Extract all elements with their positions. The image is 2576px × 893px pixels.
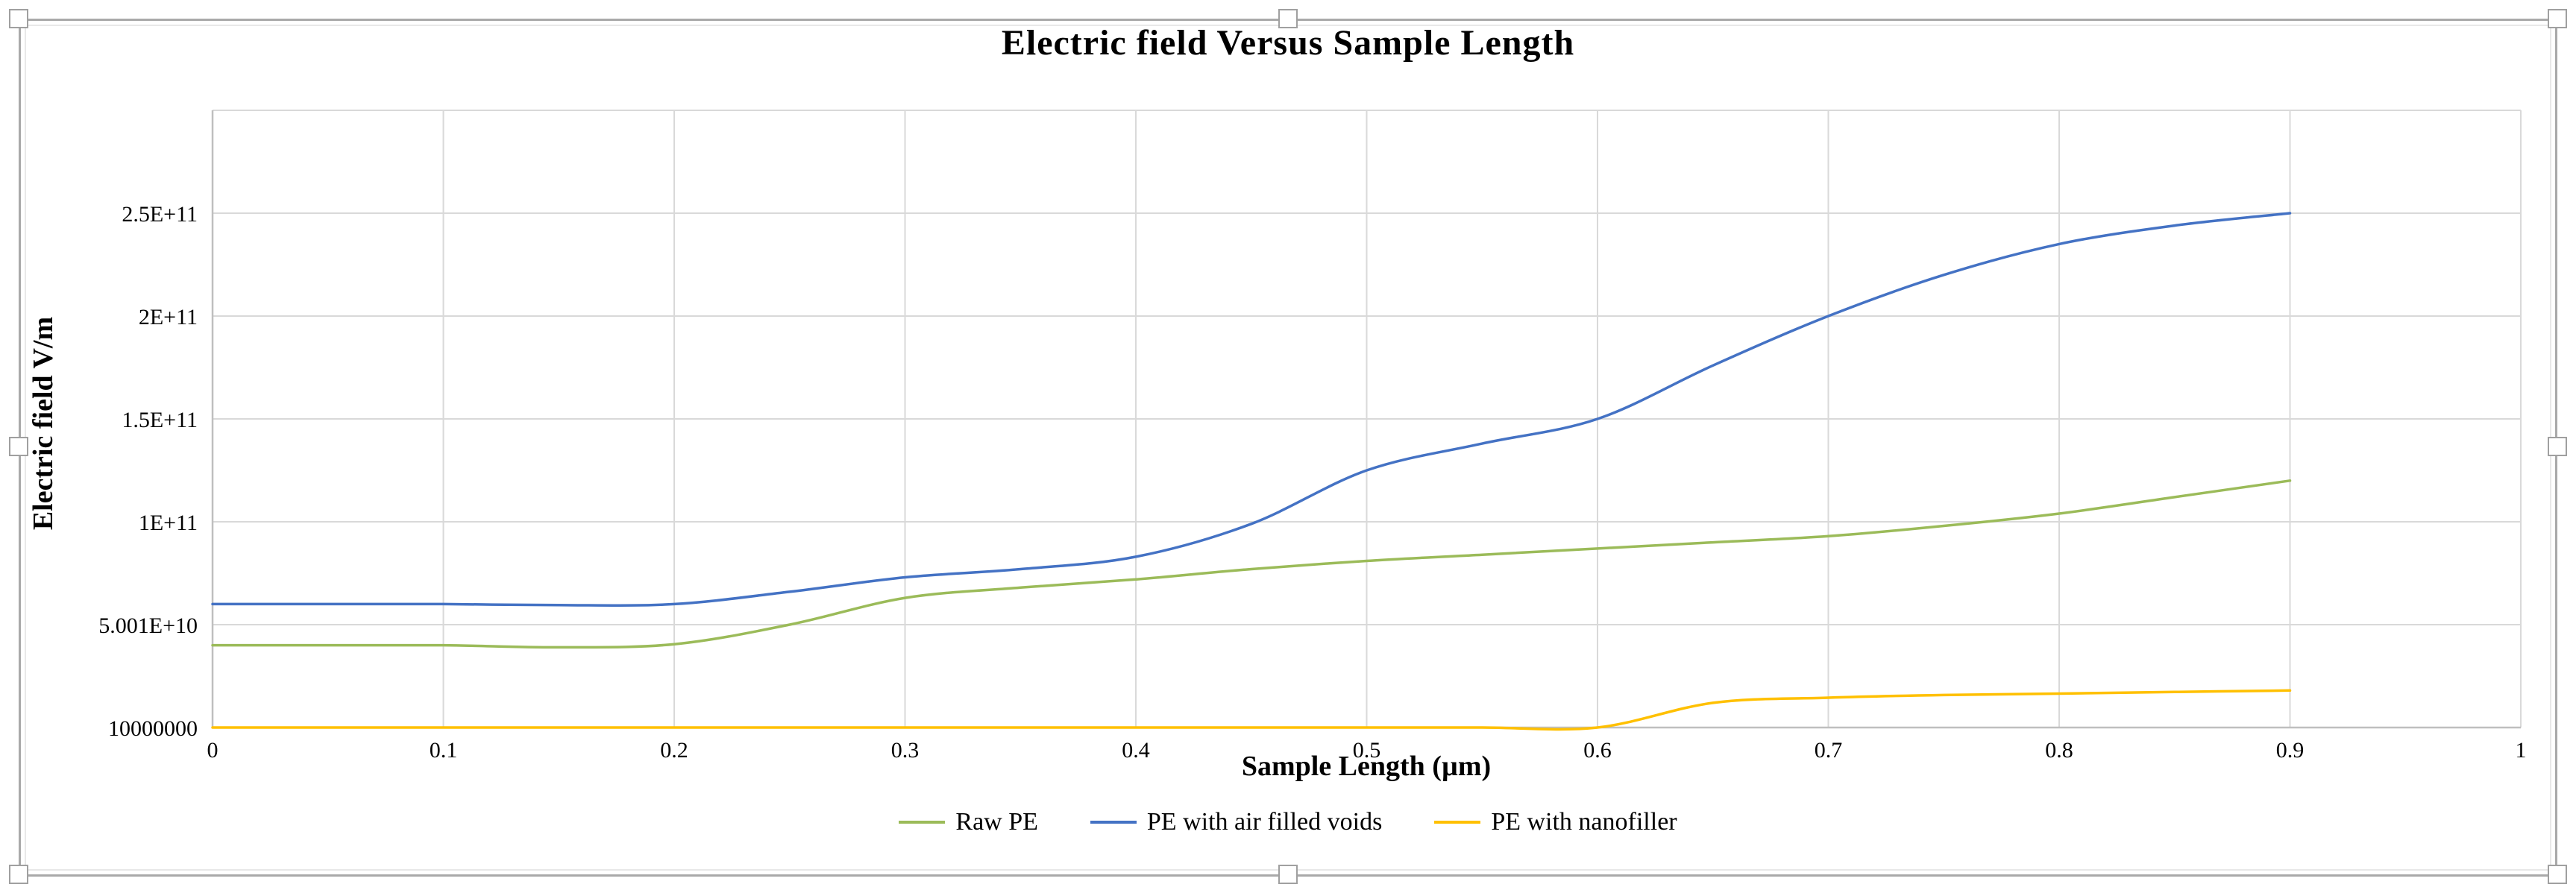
series-line-pe-with-air-filled-voids[interactable] (211, 212, 2292, 607)
chart-legend: Raw PE PE with air filled voids PE with … (0, 808, 2576, 836)
y-tick-label: 2E+11 (139, 305, 198, 329)
x-tick-label: 0.4 (1122, 738, 1150, 763)
x-tick-label: 0.3 (891, 738, 920, 763)
x-tick-label: 0.8 (2045, 738, 2073, 763)
y-tick-label: 5.001E+10 (98, 613, 198, 638)
x-tick-label: 0.9 (2276, 738, 2305, 763)
chart-title: Electric field Versus Sample Length (1001, 23, 1575, 63)
legend-swatch-pe-nanofiller (1434, 821, 1481, 824)
legend-swatch-raw-pe (899, 821, 946, 824)
series-line-pe-with-nanofiller[interactable] (211, 689, 2292, 731)
x-tick-label: 0.1 (430, 738, 458, 763)
x-tick-label: 1 (2516, 738, 2527, 763)
resize-handle-top-left[interactable] (9, 9, 28, 28)
x-tick-label: 0.7 (1815, 738, 1843, 763)
resize-handle-bottom-right[interactable] (2548, 865, 2567, 884)
resize-handle-mid-left[interactable] (9, 437, 28, 456)
legend-label: Raw PE (955, 808, 1038, 836)
y-tick-label: 1E+11 (139, 511, 198, 535)
legend-label: PE with nanofiller (1491, 808, 1677, 836)
x-tick-label: 0.5 (1353, 738, 1381, 763)
x-axis-title: Sample Length (µm) (1241, 751, 1492, 782)
y-tick-label: 1.5E+11 (122, 408, 198, 432)
legend-item-pe-nanofiller[interactable]: PE with nanofiller (1434, 808, 1677, 836)
x-tick-label: 0 (207, 738, 219, 763)
resize-handle-bottom-left[interactable] (9, 865, 28, 884)
x-tick-label: 0.6 (1583, 738, 1612, 763)
resize-handle-top-center[interactable] (1278, 9, 1298, 28)
y-tick-label: 2.5E+11 (122, 202, 198, 227)
series-line-raw-pe[interactable] (211, 479, 2292, 649)
legend-label: PE with air filled voids (1146, 808, 1383, 836)
legend-swatch-pe-air-voids (1090, 821, 1137, 824)
legend-item-pe-air-voids[interactable]: PE with air filled voids (1090, 808, 1382, 836)
x-tick-label: 0.2 (660, 738, 688, 763)
resize-handle-bottom-center[interactable] (1278, 865, 1298, 884)
y-tick-label: 10000000 (108, 716, 198, 741)
resize-handle-mid-right[interactable] (2548, 437, 2567, 456)
y-axis-title: Electric field V/m (28, 316, 59, 531)
legend-item-raw-pe[interactable]: Raw PE (899, 808, 1038, 836)
resize-handle-top-right[interactable] (2548, 9, 2567, 28)
